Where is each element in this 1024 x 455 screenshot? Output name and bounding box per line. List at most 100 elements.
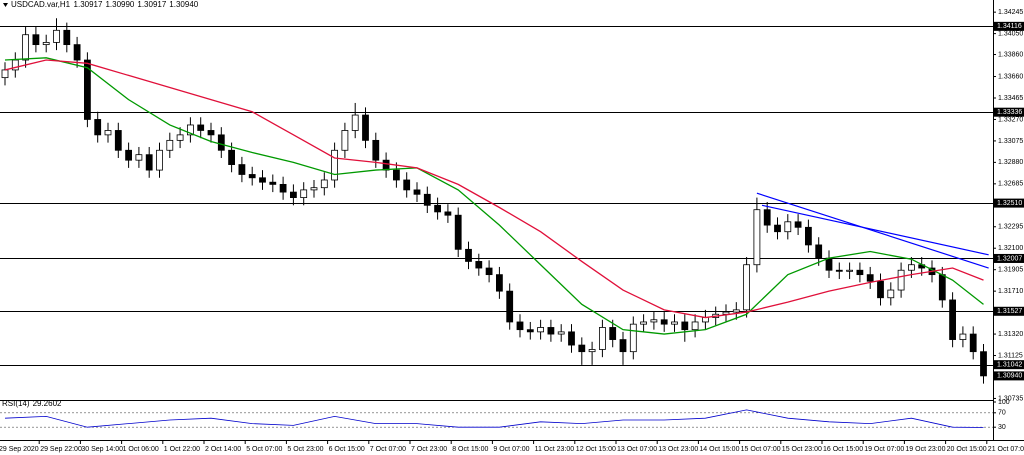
- candle-body: [279, 183, 287, 193]
- x-tick-label: 19 Oct 07:00: [864, 446, 904, 453]
- candle-body: [753, 209, 761, 266]
- x-tick-label: 12 Oct 15:00: [576, 446, 616, 453]
- y-tick-label: 1.31320: [998, 331, 1023, 338]
- trendline: [756, 192, 989, 269]
- candle-body: [248, 174, 256, 179]
- candle-body: [94, 119, 102, 136]
- candle-body: [166, 139, 174, 151]
- candle-body: [506, 290, 514, 323]
- x-tick-label: 7 Oct 07:00: [370, 446, 406, 453]
- candle-body: [774, 224, 781, 233]
- x-tick-label: 2 Oct 14:00: [205, 446, 241, 453]
- candle-body: [341, 130, 349, 151]
- y-tick-label: 1.32295: [998, 224, 1023, 231]
- y-tick-label: 1.33075: [998, 138, 1023, 145]
- indicator-value: 29.2602: [33, 399, 62, 408]
- candle-body: [557, 331, 565, 335]
- candle-body: [217, 134, 225, 151]
- candle-body: [856, 269, 864, 276]
- y-tick-label: 1.33660: [998, 73, 1023, 80]
- candle-body: [475, 261, 483, 269]
- candle-body: [846, 269, 853, 272]
- candle-body: [516, 321, 524, 331]
- candle-body: [269, 181, 277, 185]
- candle-body: [578, 344, 586, 353]
- x-tick-label: 1 Oct 06:00: [123, 446, 159, 453]
- candle-body: [156, 149, 163, 171]
- y-tick-label: 1.33860: [998, 51, 1023, 58]
- candle-body: [691, 321, 699, 331]
- candle-body: [619, 339, 627, 353]
- menu-arrow[interactable]: [3, 3, 8, 7]
- candle-body: [186, 124, 194, 136]
- y-tick-label: 1.32880: [998, 159, 1023, 166]
- x-tick-label: 6 Oct 15:00: [329, 446, 365, 453]
- y-tick-label: 1.34050: [998, 30, 1023, 37]
- candle-body: [743, 264, 750, 311]
- candle-body: [135, 154, 143, 161]
- candle-body: [866, 274, 874, 282]
- candle-body: [351, 114, 359, 131]
- candle-body: [73, 44, 81, 61]
- candle-body: [300, 189, 308, 198]
- candle-body: [228, 149, 236, 165]
- y-tick-label: 1.30735: [998, 395, 1023, 402]
- level-label: 1.32007: [997, 255, 1022, 262]
- candle-body: [22, 34, 30, 61]
- x-tick-label: 14 Oct 15:00: [699, 446, 739, 453]
- candle-body: [104, 130, 112, 136]
- x-tick-label: 5 Oct 07:00: [246, 446, 282, 453]
- candle-body: [413, 189, 421, 195]
- level-label: 1.31042: [997, 362, 1022, 369]
- y-tick-label: 1.31710: [998, 288, 1023, 295]
- symbol: USDCAD.var,H1: [11, 0, 71, 9]
- candle-body: [681, 321, 689, 331]
- last-price-label: 1.30940: [997, 373, 1022, 380]
- header-low: 1.30917: [137, 0, 166, 9]
- level-label: 1.31527: [997, 308, 1022, 315]
- x-tick-label: 19 Oct 23:00: [905, 446, 945, 453]
- candle-body: [362, 114, 369, 141]
- y-tick-label: 1.34245: [998, 9, 1023, 16]
- trendline: [761, 204, 989, 256]
- y-tick-label: 1.31125: [998, 352, 1023, 359]
- candle-body: [423, 193, 431, 206]
- level-label-box: [994, 21, 1024, 31]
- level-label-box: [994, 107, 1024, 117]
- x-tick-label: 1 Oct 22:00: [164, 446, 200, 453]
- indicator-tick-label: 70: [998, 410, 1006, 417]
- candle-body: [825, 257, 833, 271]
- indicator-header: RSI(14) 29.2602: [2, 399, 62, 408]
- candle-body: [629, 323, 637, 353]
- candle-body: [969, 333, 977, 353]
- candle-body: [702, 317, 709, 323]
- candle-body: [938, 274, 946, 301]
- header-open: 1.30917: [74, 0, 103, 9]
- candle-body: [671, 321, 678, 325]
- candle-body: [1, 69, 9, 79]
- x-tick-label: 15 Oct 07:00: [741, 446, 781, 453]
- x-tick-label: 11 Oct 23:00: [535, 446, 575, 453]
- candle-body: [588, 349, 596, 353]
- level-label: 1.33336: [997, 109, 1022, 116]
- candle-body: [403, 179, 411, 191]
- candle-body: [835, 269, 843, 272]
- candle-body: [465, 248, 472, 262]
- last-price-label-box: [994, 371, 1024, 381]
- indicator-tick-label: 100: [998, 399, 1010, 406]
- candle-body: [145, 154, 153, 171]
- candle-body: [392, 169, 400, 181]
- candle-body: [32, 34, 40, 46]
- candle-body: [897, 269, 905, 291]
- candle-body: [547, 327, 555, 335]
- candle-body: [908, 264, 915, 271]
- x-tick-label: 7 Oct 23:00: [411, 446, 447, 453]
- candle-body: [526, 329, 534, 333]
- y-tick-label: 1.31905: [998, 267, 1023, 274]
- candle-body: [42, 42, 50, 46]
- candle-body: [444, 211, 452, 216]
- level-label: 1.34116: [997, 23, 1022, 30]
- candle-body: [310, 187, 318, 191]
